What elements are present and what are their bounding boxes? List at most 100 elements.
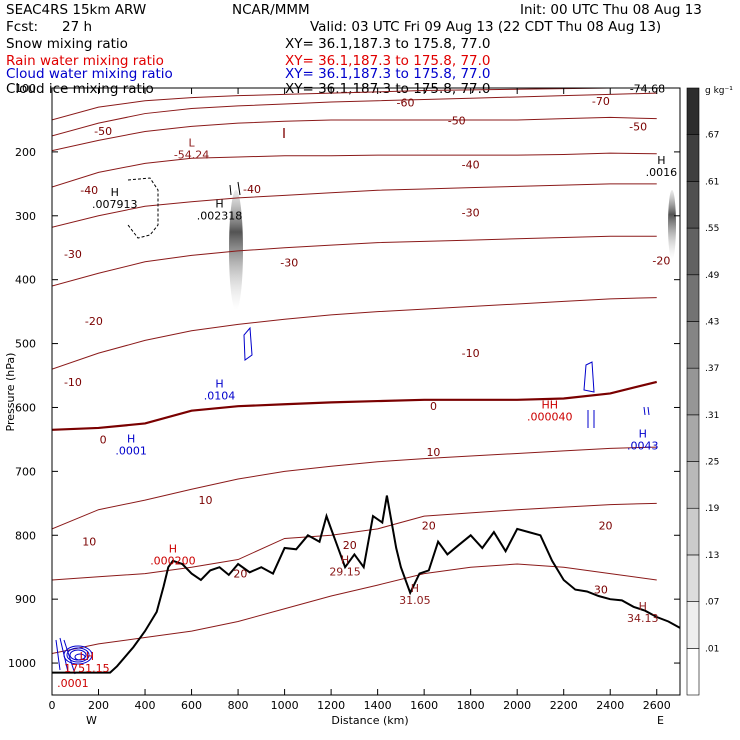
snow-shading-plume-west xyxy=(229,190,243,310)
colorbar-tick-label: .55 xyxy=(705,224,719,234)
field-name-cloud-water: Cloud water mixing ratio xyxy=(6,66,173,82)
colorbar-swatch xyxy=(686,414,700,462)
colorbar-swatch xyxy=(686,367,700,416)
max-min-value: .000040 xyxy=(527,411,573,424)
x-tick-label: 2400 xyxy=(596,699,624,712)
isotherm-label: -50 xyxy=(448,115,466,128)
max-min-letter: H xyxy=(341,553,349,566)
field-name-rain: Rain water mixing ratio xyxy=(6,53,164,69)
colorbar: .01 .07 .13 .19 .25 .31 .37 .43 .49 .55 .61 .67 xyxy=(686,87,720,696)
isotherm-line xyxy=(52,502,657,581)
max-min-letter: H xyxy=(639,600,647,613)
x-tick-label: 2200 xyxy=(550,699,578,712)
max-min-marker: H.0104 xyxy=(204,378,236,403)
isotherm-label: -10 xyxy=(462,347,480,360)
max-min-letter: H xyxy=(411,582,419,595)
x-tick-label: 2600 xyxy=(643,699,671,712)
x-tick-label: 1200 xyxy=(317,699,345,712)
max-min-letter: H xyxy=(169,542,177,555)
isotherm-label: -60 xyxy=(397,97,415,110)
x-axis-title: Distance (km) xyxy=(331,714,408,727)
isotherm-label: -30 xyxy=(64,248,82,261)
colorbar-swatch xyxy=(686,227,700,276)
cloud-water-cluster-west xyxy=(55,637,93,675)
cloud-features xyxy=(55,128,650,675)
max-min-marker: HH.000040 xyxy=(527,399,573,424)
max-min-value: 29.15 xyxy=(329,565,361,578)
valid-time: Valid: 03 UTC Fri 09 Aug 13 (22 CDT Thu … xyxy=(310,19,661,35)
model-title: SEAC4RS 15km ARW xyxy=(6,2,146,18)
isotherm-line xyxy=(52,446,657,530)
colorbar-swatch xyxy=(686,554,700,602)
colorbar-units: g kg⁻¹ xyxy=(705,86,733,96)
max-min-marker: H.0001 xyxy=(115,433,147,458)
cloud-water-contour-mid xyxy=(243,326,253,361)
cloud-water-tick-east xyxy=(587,410,595,428)
max-min-value: .000200 xyxy=(150,554,196,567)
isotherm-label: -40 xyxy=(243,183,261,196)
max-min-value: .0001 xyxy=(57,677,89,690)
snow-contour-dashed xyxy=(127,177,159,239)
colorbar-tick-label: .13 xyxy=(705,551,719,561)
max-min-value: .0104 xyxy=(204,390,236,403)
max-min-value: 31.05 xyxy=(399,594,431,607)
x-tick-label: 800 xyxy=(228,699,249,712)
colorbar-swatch xyxy=(686,181,700,229)
init-time: Init: 00 UTC Thu 08 Aug 13 xyxy=(520,2,702,18)
max-min-labels: L-54.24-74.68H.007913 H.002318H.0016H.010… xyxy=(57,82,677,690)
max-min-letter: LH xyxy=(80,650,94,663)
colorbar-swatch xyxy=(686,601,700,649)
max-min-marker: H.0043 xyxy=(627,427,659,452)
y-tick-label: 300 xyxy=(15,210,36,223)
isotherm-labels: -70 -60 -50 -50 -50 -40 -40 -40 -30 -30 -30 -20 -20 -… xyxy=(64,95,670,597)
cloud-water-contour-east xyxy=(583,361,595,393)
snow-shading-plume-east xyxy=(668,190,676,260)
max-min-marker: H31.05 xyxy=(399,582,431,607)
max-min-letter: H xyxy=(639,427,647,440)
isotherm-label: -30 xyxy=(280,256,298,269)
colorbar-swatch xyxy=(686,134,700,182)
field-xy-cloud-water: XY= 36.1,187.3 to 175.8, 77.0 xyxy=(285,66,491,82)
y-tick-label: 1000 xyxy=(8,657,36,670)
isotherm-label: -50 xyxy=(94,125,112,138)
colorbar-swatch xyxy=(686,87,700,135)
isotherm-label: 10 xyxy=(82,536,96,549)
isotherm-line xyxy=(52,297,657,370)
isotherm-label: 20 xyxy=(233,568,247,581)
x-tick-label: 1600 xyxy=(410,699,438,712)
x-tick-label: 2000 xyxy=(503,699,531,712)
colorbar-tick-label: .49 xyxy=(705,271,720,281)
isotherm-label: 30 xyxy=(594,584,608,597)
x-tick-label: 0 xyxy=(49,699,56,712)
isotherm-line xyxy=(52,380,658,431)
isotherm-line xyxy=(52,88,657,121)
field-name-cloud-ice: Cloud ice mixing ratio xyxy=(6,81,154,97)
isotherm-label: -40 xyxy=(462,159,480,172)
y-tick-label: 700 xyxy=(15,465,36,478)
x-axis: 0 200 400 600 800 1000 1200 1400 1600 1800 2000 220… xyxy=(49,88,671,712)
isotherm-label: 0 xyxy=(430,400,437,413)
y-tick-label: 800 xyxy=(15,529,36,542)
max-min-marker: L-54.24 xyxy=(174,137,209,162)
max-min-letter: H xyxy=(215,197,223,210)
colorbar-tick-label: .31 xyxy=(705,411,719,421)
max-min-letter: HH xyxy=(541,399,558,412)
y-tick-label: 200 xyxy=(15,146,36,159)
org-label: NCAR/MMM xyxy=(232,2,310,18)
isotherm-line xyxy=(52,235,657,287)
max-min-marker: H.000200 xyxy=(150,542,196,567)
isotherm-label: -70 xyxy=(592,95,610,108)
max-min-letter: H xyxy=(111,186,119,199)
max-min-value: .0016 xyxy=(646,166,678,179)
max-min-marker: -74.68 xyxy=(630,82,665,95)
colorbar-tick-label: .43 xyxy=(705,317,719,327)
isotherm-label: 0 xyxy=(100,433,107,446)
isotherm-line xyxy=(52,152,657,188)
terrain-line xyxy=(52,495,680,674)
field-xy-cloud-ice: XY= 36.1,187.3 to 175.8, 77.0 xyxy=(285,81,491,97)
snow-tick-top xyxy=(229,181,241,196)
isotherm-label: -20 xyxy=(85,315,103,328)
x-tick-label: 1400 xyxy=(364,699,392,712)
